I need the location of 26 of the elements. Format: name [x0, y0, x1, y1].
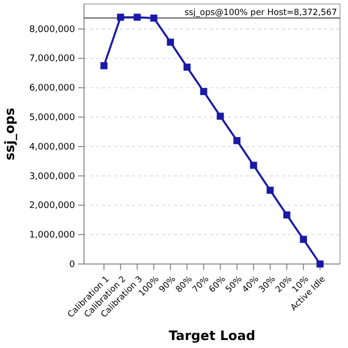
point [216, 112, 224, 120]
point [200, 88, 208, 96]
point [166, 38, 174, 46]
y-tick-label: 2,000,000 [29, 201, 76, 212]
point [316, 260, 324, 268]
point [100, 62, 108, 70]
point [300, 236, 307, 243]
y-tick-label: 4,000,000 [29, 142, 76, 152]
y-axis-title: ssj_ops [3, 108, 18, 160]
point [283, 211, 290, 218]
y-tick-label: 7,000,000 [29, 54, 76, 64]
point [134, 14, 141, 21]
ref-line-label: ssj_ops@100% per Host=8,372,567 [184, 8, 337, 18]
y-tick-label: 8,000,000 [29, 24, 76, 35]
y-tick-label: 6,000,000 [29, 84, 76, 94]
point [117, 14, 124, 21]
point [150, 14, 158, 22]
x-axis-title: Target Load [168, 329, 256, 344]
y-tick-label: 5,000,000 [29, 112, 76, 123]
point [250, 162, 258, 169]
point [266, 186, 274, 194]
y-tick-label: 1,000,000 [29, 230, 76, 240]
y-tick-label: 3,000,000 [29, 172, 76, 182]
point [184, 64, 191, 71]
y-tick-label: 0 [69, 260, 76, 270]
point [233, 137, 240, 144]
